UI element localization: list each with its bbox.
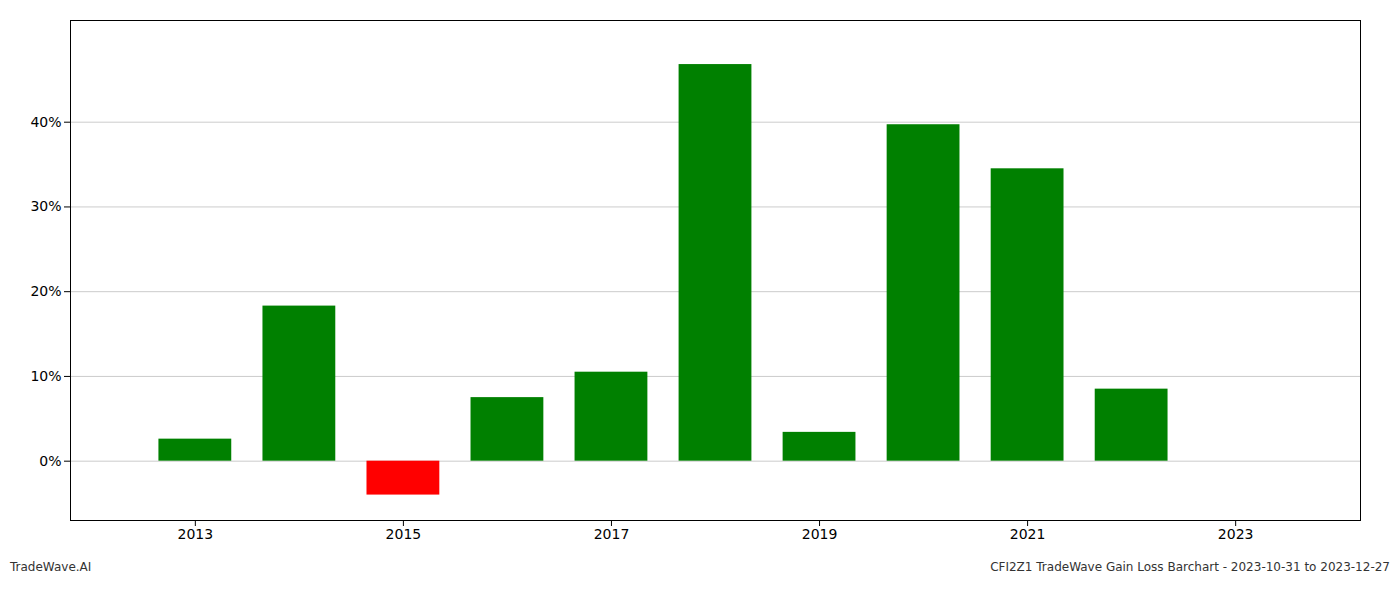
svg-text:2019: 2019 (802, 526, 838, 542)
svg-text:0%: 0% (39, 453, 61, 469)
svg-text:2015: 2015 (386, 526, 422, 542)
svg-text:10%: 10% (30, 368, 61, 384)
html-text:CFI2Z1 TradeWave Gain Loss Bar: CFI2Z1 TradeWave Gain Loss Barchart - 20… (990, 560, 1390, 574)
svg-text:2023: 2023 (1218, 526, 1254, 542)
svg-text:2017: 2017 (594, 526, 630, 542)
svg-text:20%: 20% (30, 283, 61, 299)
svg-text:2021: 2021 (1010, 526, 1046, 542)
svg-text:30%: 30% (30, 198, 61, 214)
svg-text:2013: 2013 (178, 526, 214, 542)
svg-text:40%: 40% (30, 114, 61, 130)
html-text:TradeWave.AI: TradeWave.AI (10, 560, 92, 574)
